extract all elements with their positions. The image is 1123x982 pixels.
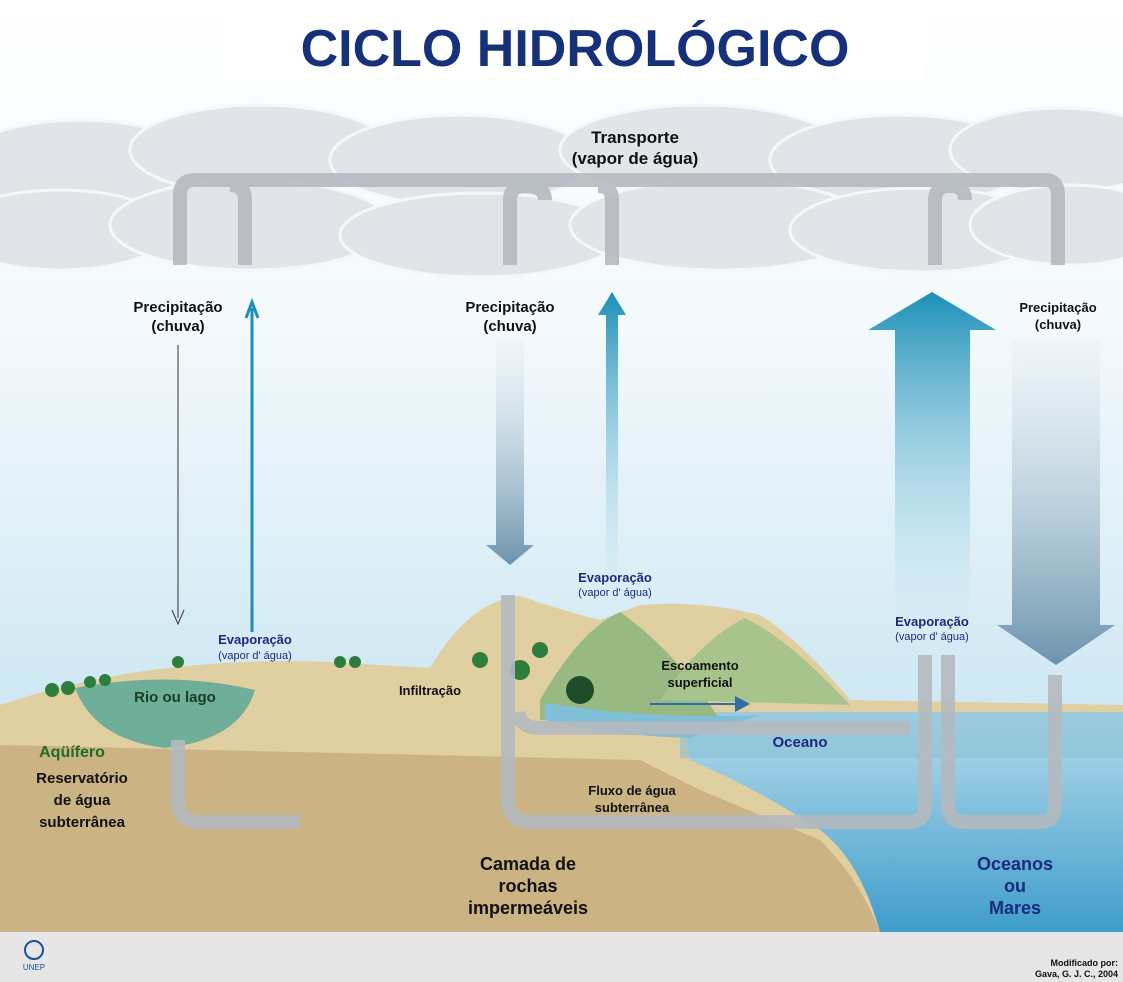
rock-layer	[0, 745, 880, 932]
label: Mares	[989, 898, 1041, 918]
logo-text: UNEP	[23, 963, 45, 972]
title: CICLO HIDROLÓGICO	[301, 20, 850, 78]
label: (chuva)	[1035, 317, 1081, 332]
evaporation-arrow	[868, 292, 996, 620]
label: ou	[1004, 876, 1026, 896]
label: Fluxo de água	[588, 783, 676, 798]
logo-icon	[24, 940, 44, 960]
label: (vapor de água)	[572, 149, 699, 168]
label: Precipitação	[133, 299, 222, 316]
label: (chuva)	[483, 318, 536, 335]
label: de água	[54, 792, 111, 809]
label: Rio ou lago	[134, 689, 216, 706]
label: Oceanos	[977, 854, 1053, 874]
evaporation-arrow	[598, 292, 626, 590]
label: Evaporação	[895, 614, 969, 629]
title-box	[225, 14, 925, 80]
label: rochas	[498, 876, 557, 896]
label: subterrânea	[595, 800, 670, 815]
label: Escoamento	[661, 658, 738, 673]
label: Camada de	[480, 854, 576, 874]
label: subterrânea	[39, 814, 126, 831]
precipitation-arrow	[997, 340, 1115, 665]
label: Infiltração	[399, 683, 461, 698]
label: (vapor d' água)	[218, 650, 292, 662]
footer	[0, 932, 1123, 982]
groundwater-pipe	[171, 595, 1062, 829]
label: Precipitação	[1019, 300, 1096, 315]
precipitation-arrow	[486, 340, 534, 565]
hill	[660, 618, 850, 705]
credit: Gava, G. J. C., 2004	[1035, 969, 1118, 979]
label: Transporte	[591, 128, 679, 147]
runoff-arrow	[650, 696, 750, 712]
transport-pipe	[173, 173, 1065, 265]
label: (vapor d' água)	[895, 631, 969, 643]
evaporation-arrow	[244, 297, 260, 632]
label: Evaporação	[218, 632, 292, 647]
lake	[75, 679, 255, 748]
precipitation-arrow	[171, 345, 185, 626]
trees	[45, 642, 594, 704]
label: Evaporação	[578, 570, 652, 585]
label: impermeáveis	[468, 898, 588, 918]
credit: Modificado por:	[1051, 958, 1119, 968]
label: Reservatório	[36, 770, 128, 787]
label: Aqüífero	[39, 744, 105, 761]
label: Oceano	[772, 734, 827, 751]
label: superficial	[667, 675, 732, 690]
label: Precipitação	[465, 299, 554, 316]
label: (chuva)	[151, 318, 204, 335]
label: (vapor d' água)	[578, 587, 652, 599]
